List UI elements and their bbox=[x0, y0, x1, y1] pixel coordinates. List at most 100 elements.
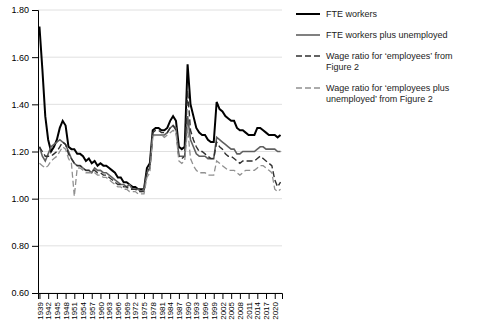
x-tick: 1966 bbox=[114, 293, 123, 320]
legend-label-line: FTE workers bbox=[326, 9, 378, 19]
grid-line bbox=[38, 57, 282, 58]
tick-label: 1.80 bbox=[11, 5, 29, 15]
tick-label: 1942 bbox=[44, 301, 53, 319]
tick-mark bbox=[153, 293, 154, 299]
tick-mark bbox=[127, 293, 128, 299]
tick-mark bbox=[205, 293, 206, 299]
lines bbox=[39, 27, 280, 197]
tick-label: 1951 bbox=[70, 301, 79, 319]
tick-mark bbox=[32, 293, 38, 294]
grid bbox=[38, 10, 282, 293]
tick-mark bbox=[222, 293, 223, 299]
plot-area: 0.60 0.80 1.00 1.20 1.40 1.60 1.80 193919421945… bbox=[11, 5, 282, 319]
tick-mark bbox=[92, 293, 93, 299]
tick-mark bbox=[32, 199, 38, 200]
series-line bbox=[39, 90, 280, 191]
tick-label: 1.20 bbox=[11, 147, 29, 157]
x-tick: 2011 bbox=[245, 293, 254, 319]
x-axis: 1939194219451948195119541957196019631966… bbox=[36, 293, 283, 320]
x-tick: 2002 bbox=[219, 293, 228, 320]
tick-mark bbox=[240, 293, 241, 299]
x-tick: 2005 bbox=[227, 293, 236, 320]
legend-item: FTE workers bbox=[296, 9, 378, 19]
tick-mark bbox=[144, 293, 145, 299]
tick-label: 2011 bbox=[245, 301, 254, 319]
tick-label: 1993 bbox=[192, 301, 201, 319]
x-tick: 1948 bbox=[62, 293, 71, 320]
tick-label: 1981 bbox=[158, 301, 167, 319]
legend-item: FTE workers plus unemployed bbox=[296, 30, 448, 40]
y-axis: 0.60 0.80 1.00 1.20 1.40 1.60 1.80 bbox=[11, 5, 38, 298]
tick-mark bbox=[109, 293, 110, 299]
legend-swatch bbox=[296, 34, 320, 36]
tick-mark bbox=[39, 293, 40, 299]
tick-mark bbox=[83, 293, 84, 299]
tick-label: 1999 bbox=[210, 301, 219, 319]
tick-mark bbox=[66, 293, 67, 299]
y-tick: 1.40 bbox=[11, 100, 38, 110]
legend-swatch bbox=[296, 13, 320, 15]
x-tick: 2017 bbox=[262, 293, 271, 320]
tick-mark bbox=[214, 293, 215, 299]
grid-line bbox=[38, 198, 282, 199]
tick-label: 1978 bbox=[149, 301, 158, 319]
tick-mark bbox=[57, 293, 58, 299]
legend-label-line: Wage ratio for ‘employees plus bbox=[326, 83, 450, 93]
x-tick: 1942 bbox=[44, 293, 53, 320]
tick-mark bbox=[170, 293, 171, 299]
x-tick: 1957 bbox=[88, 293, 97, 320]
legend-label: Wage ratio for ‘employees’ fromFigure 2 bbox=[326, 51, 452, 72]
x-tick: 2008 bbox=[236, 293, 245, 320]
tick-label: 1948 bbox=[62, 301, 71, 319]
legend-label: FTE workers bbox=[326, 9, 378, 19]
x-tick: 1981 bbox=[158, 293, 167, 320]
x-tick: 1984 bbox=[166, 293, 175, 320]
tick-mark bbox=[231, 293, 232, 299]
legend-swatch bbox=[296, 87, 320, 88]
tick-label: 1969 bbox=[123, 301, 132, 319]
y-tick: 1.80 bbox=[11, 5, 38, 15]
tick-mark bbox=[249, 293, 250, 299]
y-tick: 0.60 bbox=[11, 288, 38, 298]
tick-label: 1960 bbox=[97, 301, 106, 319]
tick-mark bbox=[32, 10, 38, 11]
tick-mark bbox=[275, 293, 276, 299]
x-tick: 2014 bbox=[253, 293, 262, 320]
legend-item: Wage ratio for ‘employees plusunemployed… bbox=[296, 83, 450, 104]
grid-line bbox=[38, 10, 282, 11]
x-tick: 1993 bbox=[192, 293, 201, 320]
tick-label: 1984 bbox=[166, 301, 175, 319]
tick-label: 2008 bbox=[236, 301, 245, 319]
tick-mark bbox=[100, 293, 101, 299]
tick-mark bbox=[74, 293, 75, 299]
tick-mark bbox=[266, 293, 267, 299]
tick-mark bbox=[196, 293, 197, 299]
tick-mark bbox=[32, 104, 38, 105]
tick-label: 1963 bbox=[105, 301, 114, 319]
x-tick: 1939 bbox=[36, 293, 45, 320]
legend-item: Wage ratio for ‘employees’ fromFigure 2 bbox=[296, 51, 452, 72]
tick-label: 1.00 bbox=[11, 194, 29, 204]
axis-line bbox=[39, 294, 283, 300]
legend-label: Wage ratio for ‘employees plusunemployed… bbox=[326, 83, 450, 104]
tick-mark bbox=[257, 293, 258, 299]
tick-label: 1939 bbox=[36, 301, 45, 319]
legend: FTE workers FTE workers plus unemployed Wa… bbox=[296, 9, 452, 104]
tick-label: 1975 bbox=[140, 301, 149, 319]
y-tick: 0.80 bbox=[11, 241, 38, 251]
x-tick: 1987 bbox=[175, 293, 184, 320]
y-tick: 1.00 bbox=[11, 194, 38, 204]
tick-mark bbox=[32, 246, 38, 247]
tick-label: 1945 bbox=[53, 301, 62, 319]
tick-label: 1957 bbox=[88, 301, 97, 319]
legend-swatch bbox=[296, 55, 320, 56]
legend-label-line: Figure 2 bbox=[326, 62, 359, 72]
x-tick: 1969 bbox=[123, 293, 132, 320]
tick-label: 1.60 bbox=[11, 53, 29, 63]
tick-mark bbox=[32, 57, 38, 58]
x-tick: 1951 bbox=[70, 293, 79, 320]
axis-line bbox=[32, 11, 39, 294]
x-tick: 1996 bbox=[201, 293, 210, 320]
tick-mark bbox=[179, 293, 180, 299]
x-tick: 1945 bbox=[53, 293, 62, 320]
